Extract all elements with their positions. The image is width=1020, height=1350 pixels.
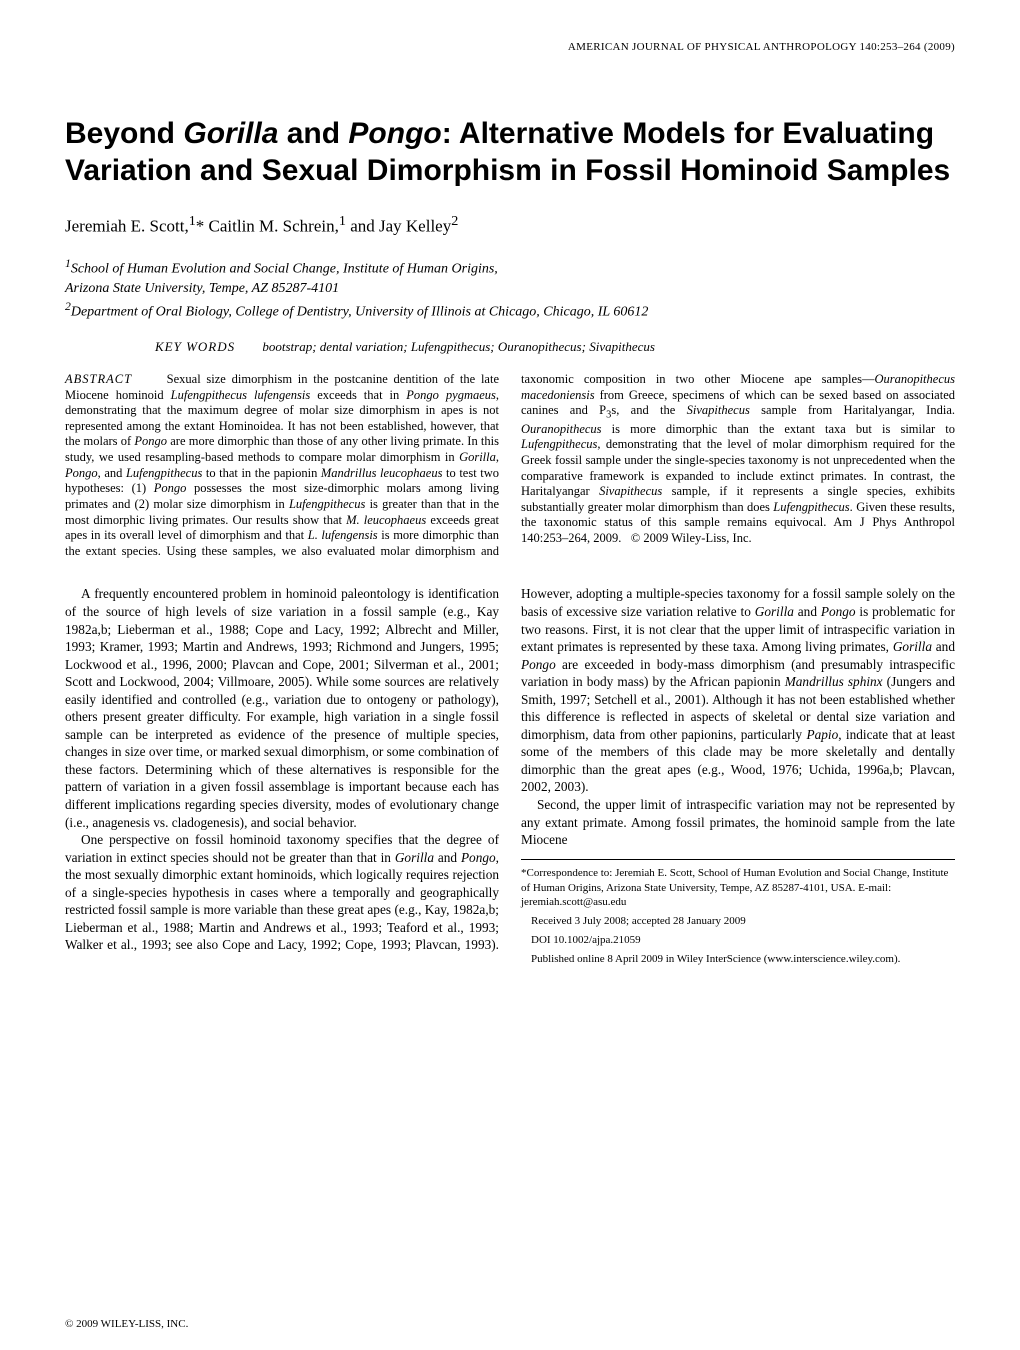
- abstract-label: ABSTRACT: [65, 372, 132, 386]
- abstract-block: ABSTRACT Sexual size dimorphism in the p…: [65, 372, 955, 560]
- footnote-received: Received 3 July 2008; accepted 28 Januar…: [521, 914, 955, 929]
- body-paragraph: Second, the upper limit of intraspecific…: [521, 796, 955, 849]
- footnote-doi: DOI 10.1002/ajpa.21059: [521, 933, 955, 948]
- article-title: Beyond Gorilla and Pongo: Alternative Mo…: [65, 115, 955, 190]
- abstract-text: Sexual size dimorphism in the postcanine…: [65, 372, 955, 558]
- keywords-label: KEY WORDS: [155, 339, 235, 354]
- keywords-text: bootstrap; dental variation; Lufengpithe…: [262, 339, 655, 354]
- page-footer-copyright: © 2009 WILEY-LISS, INC.: [65, 1317, 188, 1332]
- footnote-correspondence: *Correspondence to: Jeremiah E. Scott, S…: [521, 866, 955, 911]
- body-columns: A frequently encountered problem in homi…: [65, 585, 955, 966]
- body-paragraph: A frequently encountered problem in homi…: [65, 585, 499, 831]
- footnotes-rule: [521, 859, 955, 860]
- footnotes-block: *Correspondence to: Jeremiah E. Scott, S…: [521, 859, 955, 967]
- footnote-published: Published online 8 April 2009 in Wiley I…: [521, 952, 955, 967]
- affiliations: 1School of Human Evolution and Social Ch…: [65, 256, 955, 322]
- author-line: Jeremiah E. Scott,1* Caitlin M. Schrein,…: [65, 212, 955, 239]
- journal-header: AMERICAN JOURNAL OF PHYSICAL ANTHROPOLOG…: [65, 40, 955, 55]
- keywords-line: KEY WORDS bootstrap; dental variation; L…: [65, 338, 955, 356]
